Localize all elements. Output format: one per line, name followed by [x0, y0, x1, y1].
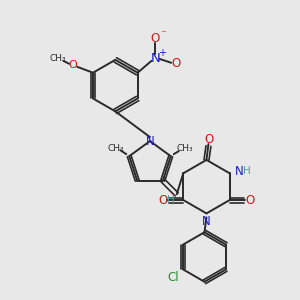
Text: CH₃: CH₃ [176, 144, 193, 153]
Text: N: N [235, 165, 244, 178]
Text: O: O [205, 133, 214, 146]
Text: N: N [151, 52, 160, 65]
Text: O: O [172, 57, 181, 70]
Text: ⁻: ⁻ [160, 29, 166, 39]
Text: O: O [69, 60, 78, 70]
Text: N: N [202, 215, 211, 228]
Text: CH₃: CH₃ [49, 54, 66, 63]
Text: CH₃: CH₃ [107, 144, 124, 153]
Text: H: H [167, 195, 175, 205]
Text: N: N [146, 135, 154, 148]
Text: O: O [158, 194, 167, 206]
Text: O: O [246, 194, 255, 206]
Text: Cl: Cl [167, 271, 179, 284]
Text: O: O [151, 32, 160, 44]
Text: +: + [158, 48, 166, 58]
Text: H: H [243, 166, 250, 176]
